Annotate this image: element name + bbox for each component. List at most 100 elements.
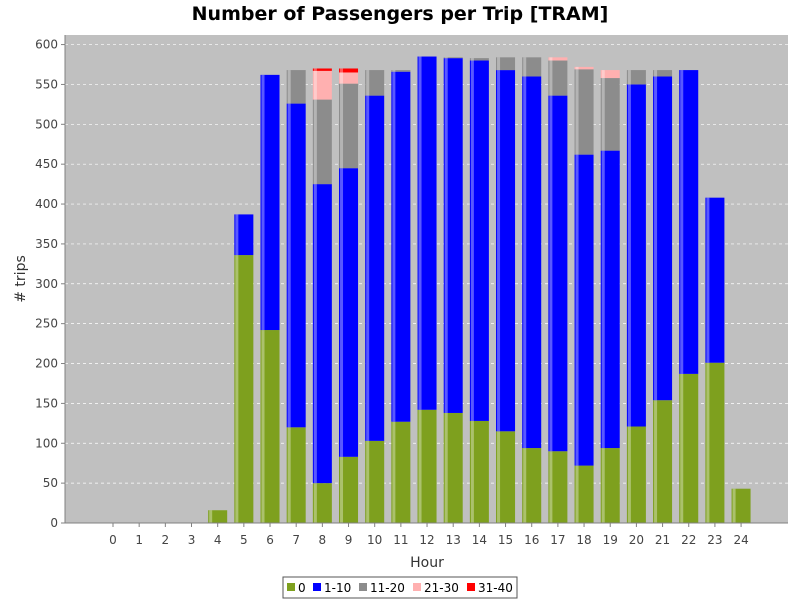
legend-swatch — [467, 583, 475, 591]
x-tick-label: 13 — [446, 533, 461, 547]
x-tick-label: 8 — [319, 533, 327, 547]
x-tick-label: 2 — [162, 533, 170, 547]
bar-segment — [522, 76, 542, 449]
bar-highlight — [287, 103, 291, 428]
y-tick-label: 400 — [35, 197, 58, 211]
bar-highlight — [654, 400, 658, 523]
bar-segment — [312, 68, 332, 71]
bar-segment — [653, 400, 673, 523]
bar-highlight — [366, 440, 370, 523]
bar-highlight — [313, 483, 317, 523]
bar-segment — [391, 421, 411, 523]
bar-segment — [443, 58, 463, 413]
bar-highlight — [313, 68, 317, 71]
bar-segment — [705, 197, 725, 363]
y-tick-label: 200 — [35, 357, 58, 371]
bar-highlight — [523, 76, 527, 449]
bar-highlight — [366, 70, 370, 96]
y-tick-label: 100 — [35, 436, 58, 450]
x-tick-label: 24 — [733, 533, 748, 547]
bar-segment — [653, 70, 673, 77]
x-tick-label: 19 — [603, 533, 618, 547]
bar-highlight — [732, 488, 736, 523]
x-ticks: 0 1 2 3 4 5 6 7 8 9 10 11 12 13 14 15 16 17 18 19 20 21 22 23 24 — [109, 523, 749, 547]
bar-segment — [600, 448, 620, 523]
x-tick-label: 7 — [292, 533, 300, 547]
bar-segment — [548, 60, 568, 96]
bar-highlight — [549, 60, 553, 96]
bar-highlight — [601, 150, 605, 449]
bar-highlight — [392, 71, 396, 422]
bar-segment — [469, 60, 489, 421]
bar-segment — [312, 483, 332, 523]
bar-segment — [574, 465, 594, 523]
bar-segment — [626, 426, 646, 523]
y-tick-label: 500 — [35, 117, 58, 131]
bar-segment — [286, 70, 306, 104]
y-tick-label: 550 — [35, 77, 58, 91]
bar-highlight — [706, 197, 710, 363]
bar-segment — [548, 57, 568, 61]
bar-segment — [208, 510, 228, 523]
y-tick-label: 0 — [50, 516, 58, 530]
bar-highlight — [575, 69, 579, 155]
bar-segment — [417, 56, 437, 410]
bar-highlight — [497, 431, 501, 523]
bar-highlight — [418, 56, 422, 410]
bar-segment — [574, 69, 594, 155]
legend-box — [282, 576, 518, 599]
x-tick-label: 5 — [240, 533, 248, 547]
bar-segment — [574, 154, 594, 466]
bar-highlight — [470, 60, 474, 421]
bar-highlight — [549, 57, 553, 61]
bar-highlight — [523, 57, 527, 77]
y-ticks: 0 50 100 150 200 250 300 350 400 450 500 550 600 — [35, 38, 65, 530]
bar-segment — [365, 440, 385, 523]
bar-segment — [339, 68, 359, 73]
x-tick-label: 9 — [345, 533, 353, 547]
bar-highlight — [261, 74, 265, 331]
bar-highlight — [313, 184, 317, 484]
x-tick-label: 10 — [367, 533, 382, 547]
bar-highlight — [549, 451, 553, 523]
y-tick-label: 50 — [43, 476, 58, 490]
legend-label: 11-20 — [370, 581, 405, 595]
bar-segment — [443, 412, 463, 523]
bar-segment — [548, 95, 568, 452]
x-tick-label: 22 — [681, 533, 696, 547]
x-tick-label: 23 — [707, 533, 722, 547]
x-tick-label: 18 — [576, 533, 591, 547]
bar-highlight — [287, 70, 291, 104]
chart-title: Number of Passengers per Trip [TRAM] — [192, 3, 609, 25]
bar-segment — [600, 78, 620, 151]
bar-highlight — [654, 76, 658, 401]
bar-segment — [548, 451, 568, 523]
legend: 0 1-10 11-20 21-30 31-40 — [282, 576, 518, 599]
bar-segment — [705, 362, 725, 523]
x-tick-label: 1 — [135, 533, 143, 547]
y-tick-label: 600 — [35, 38, 58, 52]
bar-highlight — [706, 362, 710, 523]
bar-highlight — [366, 95, 370, 441]
bar-segment — [600, 70, 620, 79]
x-tick-label: 4 — [214, 533, 222, 547]
bar-segment — [339, 168, 359, 457]
bar-segment — [469, 420, 489, 523]
y-tick-label: 450 — [35, 157, 58, 171]
bar-highlight — [497, 57, 501, 71]
bar-segment — [600, 150, 620, 449]
bar-segment — [626, 70, 646, 85]
bar-highlight — [470, 58, 474, 61]
bar-segment — [286, 427, 306, 523]
bar-highlight — [340, 456, 344, 523]
bar-segment — [653, 76, 673, 401]
bar-highlight — [444, 57, 448, 59]
x-tick-label: 0 — [109, 533, 117, 547]
x-tick-label: 12 — [419, 533, 434, 547]
x-tick-label: 17 — [550, 533, 565, 547]
x-tick-label: 3 — [188, 533, 196, 547]
x-tick-label: 21 — [655, 533, 670, 547]
bar-segment — [496, 431, 516, 523]
legend-label: 0 — [298, 581, 306, 595]
bar-segment — [679, 70, 699, 374]
